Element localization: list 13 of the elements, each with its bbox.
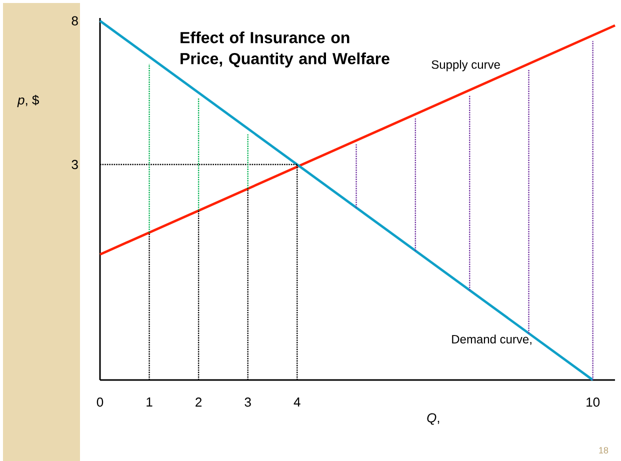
series-label: Demand curve,: [452, 334, 532, 345]
x-tick-label: 0: [96, 398, 104, 407]
x-tick-label: 10: [586, 398, 600, 407]
series-label: Supply curve: [432, 60, 500, 72]
x-tick-label: 1: [146, 398, 152, 406]
text: 18: [599, 447, 608, 454]
x-axis-title: Q,: [427, 413, 440, 425]
text: Effect of Insurance on Price, Quantity and Welfare: [180, 32, 390, 68]
y-axis-title: p, $: [17, 94, 40, 108]
x-tick-label: 3: [244, 398, 251, 407]
x-tick-label: 2: [196, 398, 202, 407]
x-tick-label: 4: [294, 398, 300, 406]
y-tick-label: 8: [72, 16, 78, 26]
